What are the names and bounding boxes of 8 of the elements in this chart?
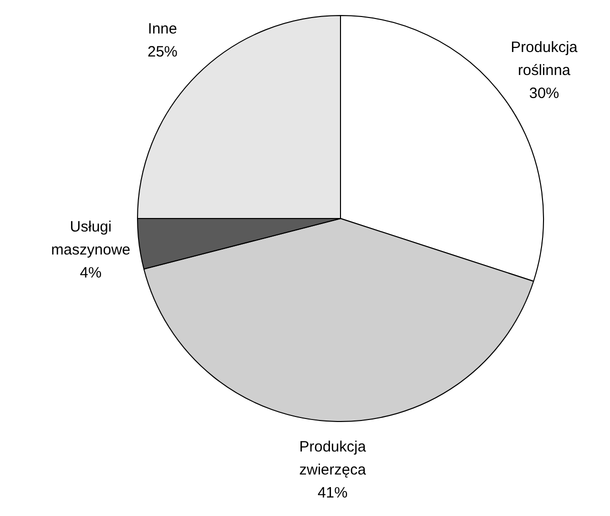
data-label: 41% [318, 484, 348, 502]
slice-label: Inne [148, 20, 178, 38]
data-label: 25% [147, 43, 178, 60]
data-label: 30% [529, 84, 560, 102]
slice-label: Produkcja roślinna [510, 39, 578, 80]
slice-label: Usługi maszynowe [51, 218, 130, 259]
data-label: 4% [80, 264, 102, 282]
slice-label: Produkcja zwierzęca [299, 438, 367, 479]
